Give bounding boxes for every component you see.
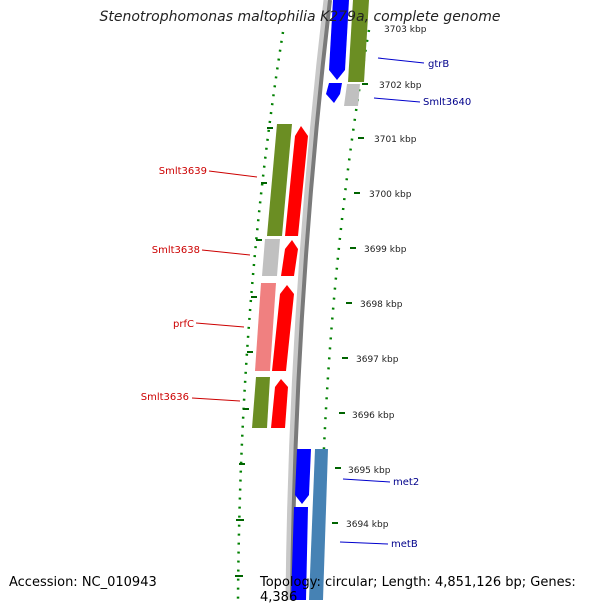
leader-metB xyxy=(339,541,389,545)
feature-leaders xyxy=(191,57,425,545)
gene-smlt3640-grey[interactable] xyxy=(344,84,360,106)
gene-prfC-pink[interactable] xyxy=(255,283,276,371)
gene-prfC-group[interactable] xyxy=(255,283,294,371)
leader-smlt3638 xyxy=(201,249,251,256)
gene-metB-blue[interactable] xyxy=(291,507,308,600)
scale-labels: 3703 kbp 3702 kbp 3701 kbp 3700 kbp 3699 kbp… xyxy=(346,25,427,530)
gene-prfC-red[interactable] xyxy=(272,285,294,371)
scale-label: 3703 kbp xyxy=(384,25,427,35)
outer-tick-track-left xyxy=(236,31,285,601)
gene-smlt3638-grey[interactable] xyxy=(262,239,280,276)
scale-label: 3700 kbp xyxy=(369,190,412,200)
gene-smlt3639-green[interactable] xyxy=(267,124,292,236)
feature-label-smlt3639[interactable]: Smlt3639 xyxy=(159,166,207,177)
gene-gtrB-group[interactable] xyxy=(329,0,369,82)
scale-label: 3697 kbp xyxy=(356,355,399,365)
scale-ticks xyxy=(332,83,368,524)
gene-smlt3636-green[interactable] xyxy=(252,377,270,428)
gene-met2-steel[interactable] xyxy=(309,449,328,600)
gene-met2-group[interactable] xyxy=(295,449,328,600)
scale-label: 3694 kbp xyxy=(346,520,389,530)
scale-tick-track-right xyxy=(318,29,371,601)
gene-smlt3638-group[interactable] xyxy=(262,239,298,276)
leader-smlt3636 xyxy=(191,397,241,402)
gene-smlt3636-group[interactable] xyxy=(252,377,288,428)
feature-label-smlt3636[interactable]: Smlt3636 xyxy=(141,392,189,403)
gene-metB-group[interactable] xyxy=(291,507,308,600)
feature-labels: gtrB Smlt3640 Smlt3639 Smlt3638 prfC Smlt3636… xyxy=(141,59,472,550)
gene-smlt3640-blue[interactable] xyxy=(326,83,342,103)
feature-label-prfc[interactable]: prfC xyxy=(173,319,194,330)
map-title: Stenotrophomonas maltophilia K279a, comp… xyxy=(99,9,501,25)
gene-smlt3639-red[interactable] xyxy=(285,126,308,236)
scale-label: 3701 kbp xyxy=(374,135,417,145)
leader-prfC xyxy=(195,322,245,328)
scale-label: 3696 kbp xyxy=(352,411,395,421)
topology-label: Topology: circular; Length: 4,851,126 bp… xyxy=(260,575,576,605)
leader-smlt3639 xyxy=(208,170,258,178)
gene-met2-blue[interactable] xyxy=(295,449,311,504)
gene-gtrB-blue[interactable] xyxy=(329,0,349,80)
scale-label: 3699 kbp xyxy=(364,245,407,255)
leader-gtrB xyxy=(377,57,425,64)
scale-label: 3698 kbp xyxy=(360,300,403,310)
feature-label-smlt3638[interactable]: Smlt3638 xyxy=(152,245,200,256)
leader-met2 xyxy=(342,478,391,483)
backbone-inner xyxy=(290,0,332,601)
feature-label-metb[interactable]: metB xyxy=(391,539,418,550)
feature-label-smlt3640[interactable]: Smlt3640 xyxy=(423,97,471,108)
gene-smlt3638-red[interactable] xyxy=(281,240,298,276)
backbone-outer xyxy=(285,0,329,601)
scale-label: 3702 kbp xyxy=(379,81,422,91)
feature-label-gtrb[interactable]: gtrB xyxy=(428,59,449,70)
leader-smlt3640 xyxy=(373,97,421,103)
gene-smlt3639-group[interactable] xyxy=(267,124,308,236)
gene-smlt3636-red[interactable] xyxy=(271,379,288,428)
feature-label-met2[interactable]: met2 xyxy=(393,477,419,488)
accession-label: Accession: NC_010943 xyxy=(9,575,157,590)
scale-label: 3695 kbp xyxy=(348,466,391,476)
outer-track-marks xyxy=(235,127,273,577)
gene-smlt3640-group[interactable] xyxy=(326,83,360,106)
gene-gtrB-green[interactable] xyxy=(348,0,369,82)
